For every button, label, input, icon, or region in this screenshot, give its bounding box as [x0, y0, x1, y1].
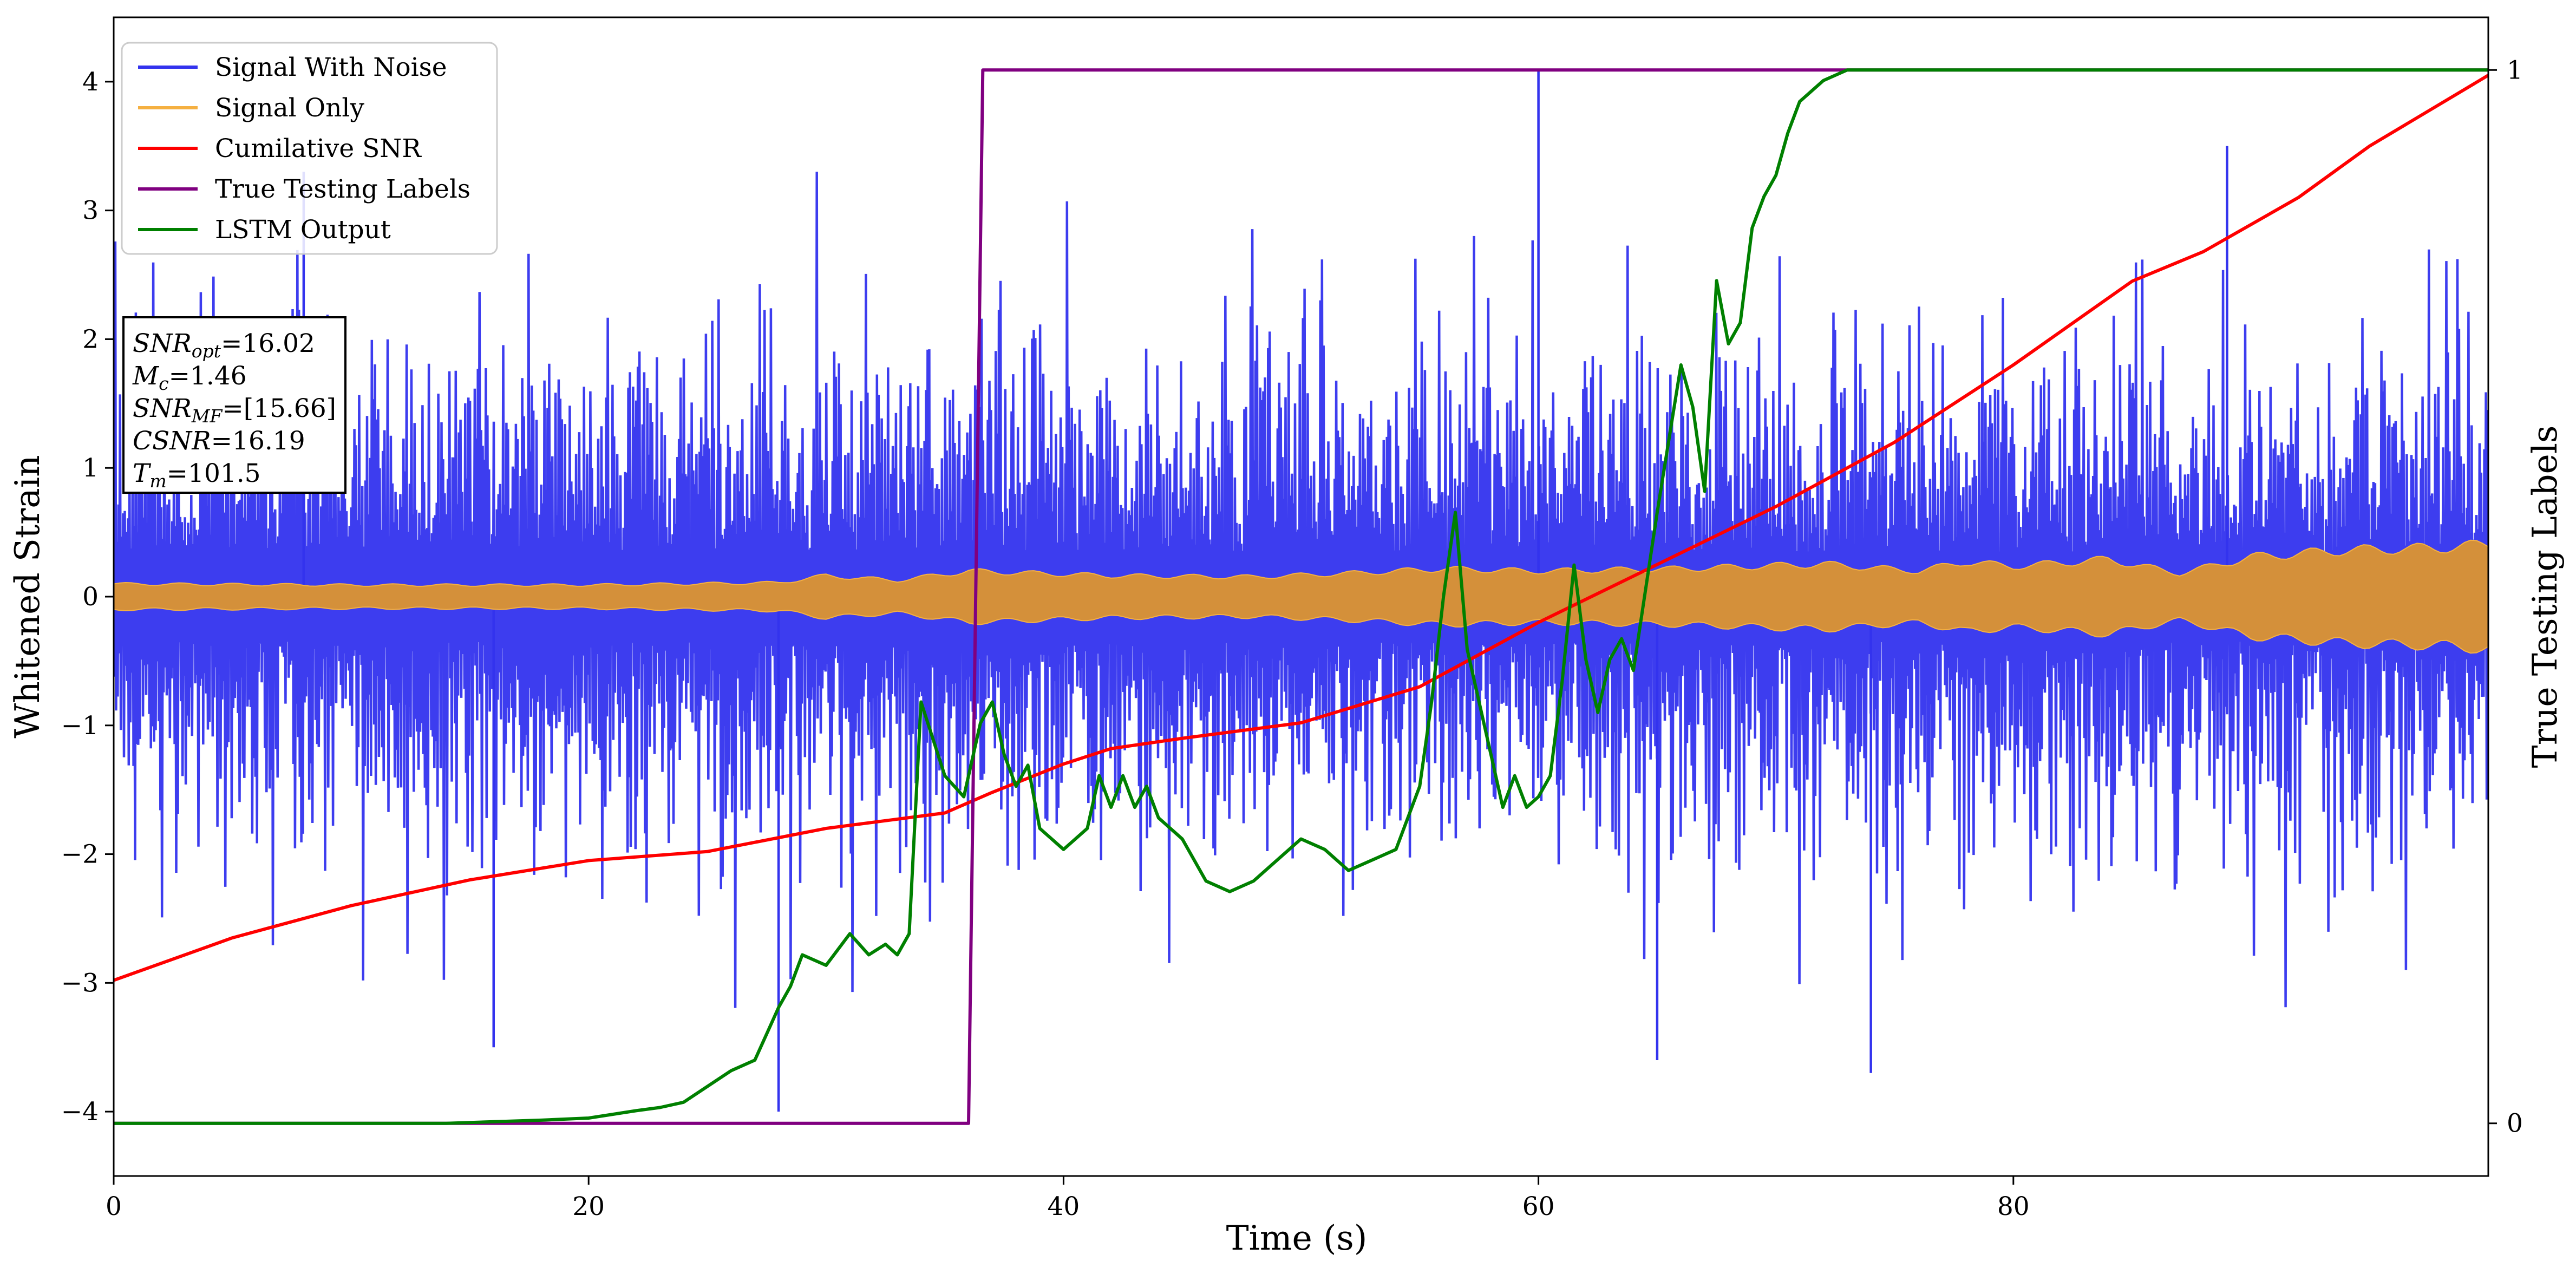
info-box-line: Tm=101.5	[133, 459, 261, 492]
legend-label: LSTM Output	[215, 215, 391, 245]
y2-tick-label: 1	[2507, 55, 2523, 85]
x-tick-label: 80	[1997, 1192, 2030, 1221]
legend-frame	[121, 42, 498, 255]
plot-area	[114, 68, 2488, 1125]
signal-only-band	[114, 539, 2488, 654]
legend-label: Signal With Noise	[215, 53, 447, 82]
info-box-line: SNRMF=[15.66]	[133, 394, 336, 427]
x-tick-label: 20	[572, 1192, 605, 1221]
x-tick-label: 40	[1047, 1192, 1080, 1221]
y-tick-label: 4	[82, 67, 99, 97]
y2-tick-label: 0	[2507, 1109, 2523, 1139]
x-tick-label: 0	[106, 1192, 122, 1221]
x-axis-label: Time (s)	[1226, 1218, 1368, 1258]
info-box-line: SNRopt=16.02	[133, 329, 315, 362]
legend-label: Cumilative SNR	[215, 134, 422, 164]
y-tick-label: −1	[61, 711, 99, 741]
y-tick-label: −4	[61, 1097, 99, 1127]
info-box-line: Mc=1.46	[132, 361, 247, 394]
y-tick-label: 0	[82, 582, 99, 612]
y-axis-label: Whitened Strain	[8, 455, 47, 738]
y-tick-label: −2	[61, 840, 99, 870]
info-box: SNRopt=16.02Mc=1.46SNRMF=[15.66]CSNR=16.…	[122, 316, 346, 494]
right-y-axis-label: True Testing Labels	[2525, 426, 2565, 768]
y-tick-label: 1	[82, 453, 99, 483]
info-box-line: CSNR=16.19	[133, 426, 305, 456]
legend: Signal With Noise Signal Only Cumilative S…	[121, 42, 498, 255]
info-box-frame	[122, 316, 346, 494]
legend-label: True Testing Labels	[215, 174, 470, 204]
y-tick-label: −3	[61, 968, 99, 998]
legend-label: Signal Only	[215, 93, 364, 123]
cumulative-snr-line	[114, 74, 2488, 982]
true-testing-labels-line	[114, 68, 2488, 1125]
x-tick-label: 60	[1522, 1192, 1555, 1221]
lstm-output-line	[114, 68, 2488, 1125]
y-tick-label: 2	[82, 324, 99, 354]
y-tick-label: 3	[82, 196, 99, 226]
